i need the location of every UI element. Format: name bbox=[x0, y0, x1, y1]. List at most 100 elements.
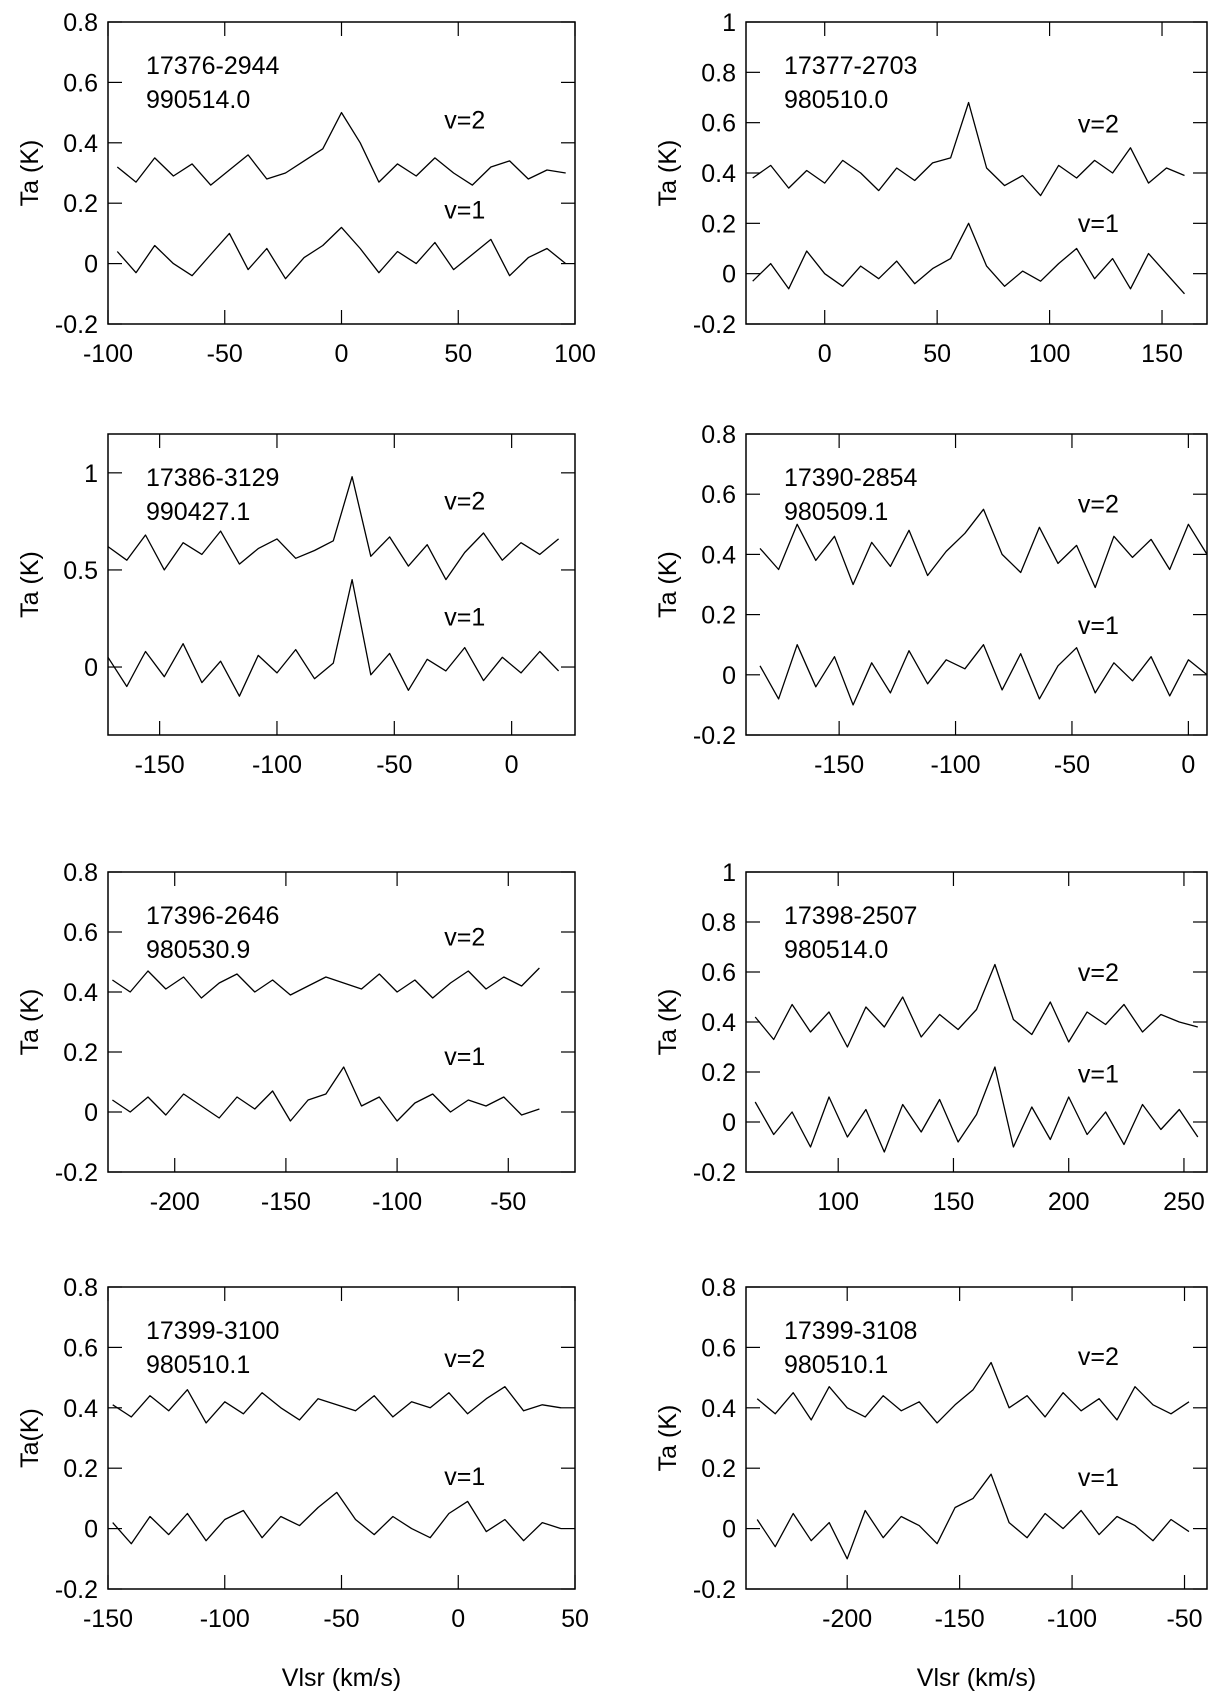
spectrum-line bbox=[756, 1473, 1190, 1560]
y-tick-label: 0.5 bbox=[63, 557, 98, 585]
y-tick-label: 0.4 bbox=[63, 979, 98, 1007]
y-tick-label: 0.2 bbox=[63, 1455, 98, 1483]
y-tick-label: 0.2 bbox=[701, 1455, 736, 1483]
x-tick-label: -150 bbox=[814, 751, 864, 779]
spectrum-line bbox=[107, 476, 560, 581]
y-tick-label: -0.2 bbox=[55, 311, 98, 339]
annotation: 17390-2854 bbox=[784, 464, 918, 492]
y-tick-label: 0.6 bbox=[701, 1334, 736, 1362]
y-tick-label: -0.2 bbox=[55, 1576, 98, 1604]
x-axis-label: Vlsr (km/s) bbox=[917, 1664, 1036, 1692]
series-label: v=1 bbox=[444, 1043, 485, 1071]
series-label: v=2 bbox=[444, 923, 485, 951]
plot-frame bbox=[107, 871, 576, 1173]
y-tick-label: 0.8 bbox=[701, 59, 736, 87]
y-axis-label: Ta (K) bbox=[654, 989, 682, 1056]
spectrum-line bbox=[754, 1066, 1199, 1153]
y-tick-label: -0.2 bbox=[693, 722, 736, 750]
x-tick-label: 100 bbox=[554, 340, 596, 368]
y-tick-label: 0.4 bbox=[701, 1395, 736, 1423]
y-tick-label: 0.8 bbox=[701, 421, 736, 449]
annotation: 17399-3108 bbox=[784, 1317, 917, 1345]
x-tick-label: -50 bbox=[490, 1188, 526, 1216]
annotation: 980510.1 bbox=[784, 1351, 888, 1379]
y-tick-label: 0.4 bbox=[701, 160, 736, 188]
y-tick-label: 0.8 bbox=[701, 909, 736, 937]
series-label: v=2 bbox=[1078, 959, 1119, 987]
series-label: v=2 bbox=[444, 106, 485, 134]
spectrum-line bbox=[116, 111, 566, 186]
x-tick-label: 250 bbox=[1163, 1188, 1205, 1216]
y-tick-label: 0 bbox=[722, 261, 736, 289]
spectrum-line bbox=[759, 644, 1208, 706]
x-tick-label: 0 bbox=[818, 340, 832, 368]
x-tick-label: -100 bbox=[372, 1188, 422, 1216]
spectrum-line bbox=[112, 1491, 562, 1545]
x-tick-label: -100 bbox=[200, 1605, 250, 1633]
x-tick-label: -100 bbox=[83, 340, 133, 368]
y-tick-label: -0.2 bbox=[693, 1159, 736, 1187]
annotation: 980509.1 bbox=[784, 498, 888, 526]
series-label: v=1 bbox=[1078, 1061, 1119, 1089]
spectrum-line bbox=[116, 226, 567, 280]
x-tick-label: 0 bbox=[505, 751, 519, 779]
series-label: v=1 bbox=[1078, 612, 1119, 640]
annotation: 980510.0 bbox=[784, 86, 888, 114]
x-tick-label: -150 bbox=[261, 1188, 311, 1216]
y-tick-label: 0.2 bbox=[701, 1059, 736, 1087]
series-label: v=2 bbox=[444, 487, 485, 515]
x-tick-label: 50 bbox=[444, 340, 472, 368]
annotation: 17377-2703 bbox=[784, 52, 917, 80]
y-tick-label: 0 bbox=[84, 1099, 98, 1127]
spectrum-line bbox=[112, 967, 540, 999]
y-tick-label: 0.2 bbox=[701, 602, 736, 630]
spectrum-line bbox=[759, 508, 1208, 589]
spectrum-line bbox=[754, 963, 1198, 1048]
y-axis-label: Ta(K) bbox=[16, 1408, 44, 1468]
x-tick-label: 0 bbox=[335, 340, 349, 368]
plot-frame bbox=[107, 433, 576, 736]
x-tick-label: -100 bbox=[931, 751, 981, 779]
x-tick-label: 50 bbox=[923, 340, 951, 368]
x-tick-label: 100 bbox=[817, 1188, 859, 1216]
annotation: 990427.1 bbox=[146, 498, 250, 526]
series-label: v=1 bbox=[1078, 1464, 1119, 1492]
series-label: v=1 bbox=[444, 1463, 485, 1491]
series-label: v=1 bbox=[1078, 210, 1119, 238]
y-tick-label: 0.2 bbox=[63, 1039, 98, 1067]
spectrum-line bbox=[752, 101, 1185, 197]
series-label: v=2 bbox=[1078, 491, 1119, 519]
spectrum-line bbox=[112, 1386, 562, 1424]
y-tick-label: 0.2 bbox=[701, 210, 736, 238]
plot-frame bbox=[745, 1286, 1208, 1590]
x-tick-label: -150 bbox=[935, 1605, 985, 1633]
y-axis-label: Ta (K) bbox=[16, 551, 44, 618]
plot-frame bbox=[745, 433, 1208, 736]
x-tick-label: 200 bbox=[1048, 1188, 1090, 1216]
y-tick-label: 0 bbox=[722, 1516, 736, 1544]
x-tick-label: -150 bbox=[135, 751, 185, 779]
y-tick-label: 0.6 bbox=[701, 481, 736, 509]
y-tick-label: 0 bbox=[84, 1516, 98, 1544]
x-tick-label: -200 bbox=[822, 1605, 872, 1633]
y-tick-label: 0.4 bbox=[63, 130, 98, 158]
spectrum-line bbox=[107, 578, 560, 697]
y-tick-label: 0.4 bbox=[701, 541, 736, 569]
y-tick-label: 0 bbox=[84, 654, 98, 682]
annotation: 980530.9 bbox=[146, 936, 250, 964]
y-tick-label: 0.4 bbox=[701, 1009, 736, 1037]
y-tick-label: 0.8 bbox=[701, 1274, 736, 1302]
y-tick-label: 0 bbox=[722, 1109, 736, 1137]
x-tick-label: -150 bbox=[83, 1605, 133, 1633]
y-tick-label: 1 bbox=[84, 460, 98, 488]
y-tick-label: -0.2 bbox=[55, 1159, 98, 1187]
spectrum-line bbox=[752, 222, 1185, 295]
y-tick-label: 0.4 bbox=[63, 1395, 98, 1423]
y-tick-label: 0.2 bbox=[63, 190, 98, 218]
y-tick-label: 0.6 bbox=[701, 110, 736, 138]
x-tick-label: 0 bbox=[451, 1605, 465, 1633]
series-label: v=1 bbox=[444, 196, 485, 224]
y-tick-label: 0.8 bbox=[63, 9, 98, 37]
y-tick-label: 0.6 bbox=[63, 1334, 98, 1362]
